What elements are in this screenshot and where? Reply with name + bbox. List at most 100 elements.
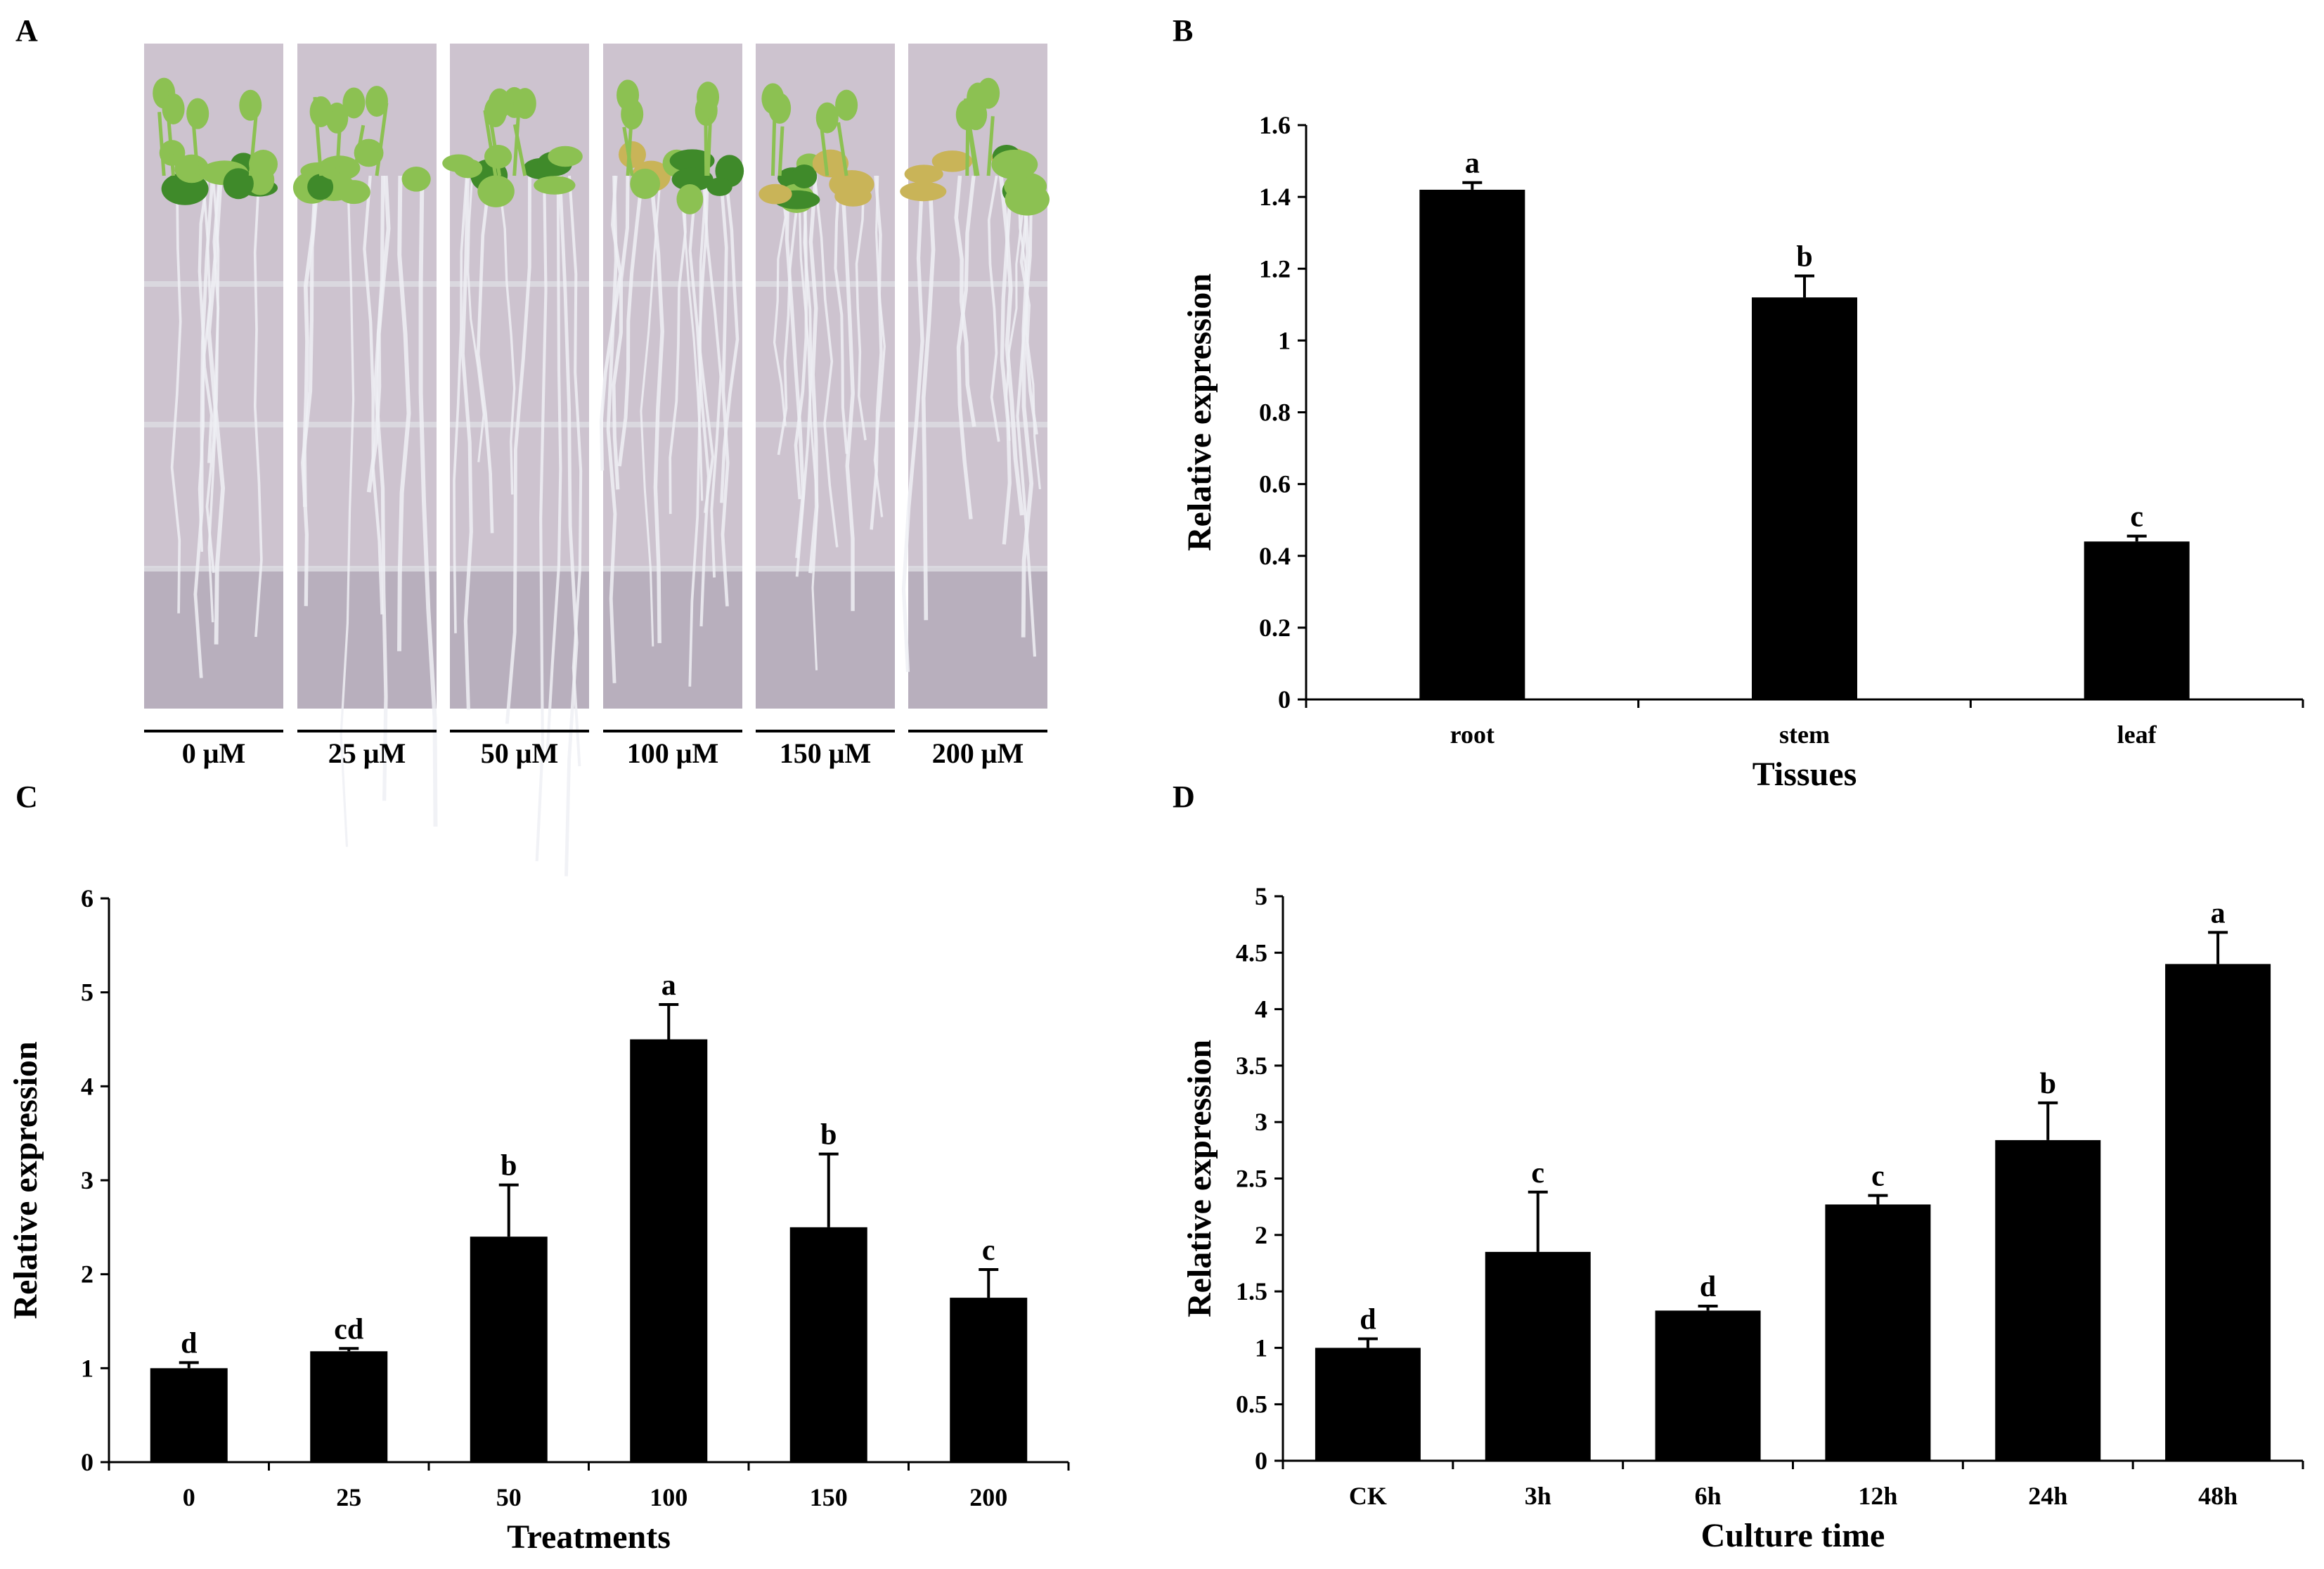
y-tick-label: 0.8 (1259, 399, 1291, 427)
leaf (931, 150, 973, 172)
x-tick-label: 3h (1525, 1482, 1551, 1510)
y-tick-label: 4.5 (1236, 938, 1267, 967)
root (640, 175, 662, 647)
leaf (249, 150, 278, 179)
leaf (354, 138, 384, 167)
significance-letter: c (982, 1234, 995, 1267)
bar-48h (2165, 964, 2271, 1461)
leaf (186, 98, 209, 129)
y-tick-label: 2 (1255, 1221, 1267, 1249)
bar-leaf (2084, 541, 2190, 699)
y-tick-label: 0.4 (1259, 542, 1291, 570)
y-axis-title: Relative expression (1181, 1040, 1218, 1317)
root (1005, 175, 1028, 441)
y-tick-label: 2.5 (1236, 1165, 1267, 1193)
leaf (900, 181, 947, 202)
leaf (676, 183, 704, 214)
root (808, 175, 819, 574)
petiole (351, 124, 366, 176)
root (870, 175, 883, 530)
leaf (488, 88, 511, 120)
root (998, 175, 1024, 516)
concentration-label: 0 μM (182, 737, 245, 769)
leaf (834, 186, 872, 207)
plate-grid-line (450, 422, 589, 427)
root (205, 175, 221, 573)
panel-label-c: C (15, 780, 38, 814)
root (397, 175, 411, 652)
root (497, 175, 516, 495)
significance-letter: a (1465, 148, 1480, 180)
root (987, 175, 1000, 442)
y-tick-label: 3.5 (1236, 1052, 1267, 1080)
bar-12h (1825, 1204, 1931, 1461)
y-tick-label: 1.5 (1236, 1277, 1267, 1305)
leaf (318, 155, 361, 181)
bar-stem (1752, 297, 1857, 700)
petiole (335, 129, 342, 176)
leaf (835, 89, 858, 121)
agar-plate-5: 200 μM (900, 44, 1050, 769)
y-axis-title: Relative expression (1181, 273, 1218, 551)
panel-label-b: B (1173, 13, 1193, 48)
root (777, 175, 803, 456)
significance-letter: d (181, 1327, 197, 1360)
plate-shadow (756, 568, 895, 709)
leaf (548, 146, 583, 167)
y-tick-label: 0 (81, 1448, 93, 1476)
leaf (977, 77, 1000, 109)
leaf (630, 168, 661, 200)
plate-shadow (450, 568, 589, 709)
root (797, 175, 819, 671)
root (956, 175, 976, 519)
y-tick-label: 0 (1278, 685, 1291, 714)
root (901, 175, 924, 673)
plate-grid-line (450, 281, 589, 287)
agar-plate-4: 150 μM (756, 44, 895, 769)
leaf (697, 82, 720, 113)
plate-shadow (144, 568, 283, 709)
leaf (401, 166, 431, 192)
significance-letter: d (1700, 1271, 1716, 1303)
root (460, 175, 473, 710)
root (688, 175, 710, 627)
panel-label-a: A (15, 13, 38, 48)
bar-24h (1995, 1139, 2101, 1461)
root (617, 175, 645, 467)
root (545, 175, 562, 762)
root (253, 175, 263, 638)
y-tick-label: 5 (81, 979, 93, 1007)
petiole (626, 98, 635, 176)
x-tick-label: leaf (2117, 721, 2157, 749)
plate-grid-line (450, 566, 589, 572)
y-tick-label: 1.2 (1259, 254, 1291, 283)
root (718, 175, 730, 607)
root (1019, 175, 1038, 435)
plate-grid-line (756, 566, 895, 572)
root (773, 175, 787, 426)
y-tick-label: 1 (81, 1354, 93, 1382)
leaf (337, 180, 370, 205)
leaf (453, 158, 483, 179)
concentration-label: 200 μM (932, 737, 1024, 769)
chart-c-treatment-expression: 0 1 2 3 4 5 6 d 0 cd 25 b 50 a 100 b 150 c 200 Treatments Re… (7, 884, 1070, 1556)
root (599, 175, 622, 471)
plate-grid-line (908, 422, 1047, 427)
root (1021, 175, 1034, 638)
bar-3h (1485, 1251, 1591, 1461)
chart-b-tissue-expression: 0 0.2 0.4 0.6 0.8 1 1.2 1.4 1.6 a root b stem c leaf Ti… (1181, 111, 2304, 793)
root (678, 175, 704, 501)
x-tick-label: 150 (810, 1483, 848, 1511)
root (813, 175, 839, 548)
petiole (157, 112, 166, 176)
leaf (669, 149, 715, 172)
y-tick-label: 1.6 (1259, 111, 1291, 139)
x-tick-label: CK (1349, 1482, 1387, 1510)
plate-grid-line (603, 566, 742, 572)
y-tick-label: 2 (81, 1260, 93, 1289)
significance-letter: cd (334, 1313, 363, 1345)
root (702, 175, 723, 578)
root (366, 175, 391, 493)
root (1017, 175, 1041, 490)
